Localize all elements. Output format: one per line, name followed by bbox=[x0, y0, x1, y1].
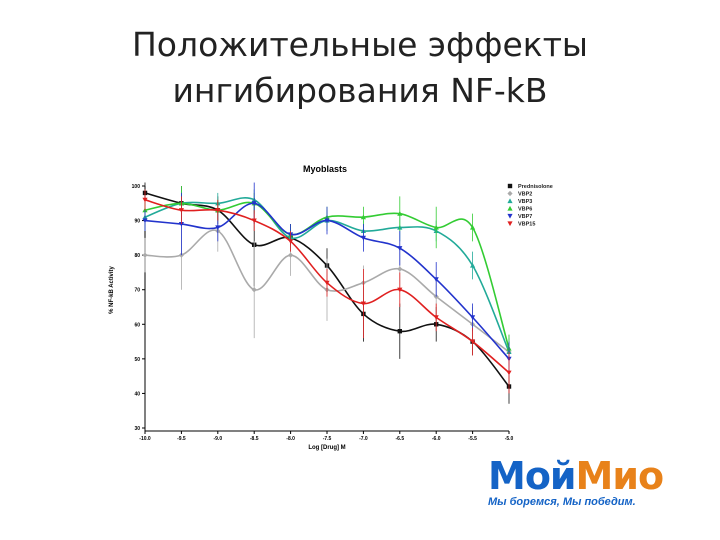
slide-title-line: Положительные эффекты bbox=[131, 25, 588, 64]
legend-marker bbox=[507, 213, 513, 219]
legend-label: Prednisolone bbox=[518, 184, 553, 190]
legend-marker bbox=[507, 221, 513, 227]
data-point bbox=[251, 218, 257, 224]
data-point bbox=[178, 208, 184, 213]
logo-part: Мио bbox=[575, 454, 665, 498]
data-point bbox=[178, 221, 184, 227]
x-tick-label: -7.5 bbox=[323, 436, 332, 442]
legend-label: VBP7 bbox=[518, 214, 532, 220]
y-tick-label: 100 bbox=[132, 184, 141, 190]
y-tick-label: 60 bbox=[134, 322, 140, 328]
x-tick-label: -5.0 bbox=[505, 436, 514, 442]
data-point bbox=[470, 315, 476, 320]
legend-marker bbox=[507, 205, 513, 211]
data-point bbox=[288, 239, 294, 244]
data-point bbox=[506, 370, 512, 376]
data-point bbox=[142, 197, 148, 203]
legend-marker bbox=[507, 190, 513, 197]
logo-part: Мой bbox=[488, 454, 577, 498]
logo: МойМио Мы боремся, Мы победим. bbox=[488, 456, 703, 508]
legend-marker bbox=[507, 198, 513, 204]
legend-label: VBP15 bbox=[518, 222, 535, 228]
data-point bbox=[324, 280, 330, 286]
x-tick-label: -5.5 bbox=[468, 436, 477, 442]
data-point bbox=[360, 301, 366, 307]
data-point bbox=[433, 315, 439, 320]
x-tick-label: -6.0 bbox=[432, 436, 441, 442]
data-point bbox=[397, 329, 402, 334]
data-point bbox=[142, 218, 148, 224]
data-point bbox=[215, 225, 221, 231]
legend-label: VBP6 bbox=[518, 207, 532, 213]
data-point bbox=[360, 235, 366, 241]
y-tick-label: 80 bbox=[134, 253, 140, 259]
legend-label: VBP3 bbox=[518, 199, 532, 205]
y-tick-label: 50 bbox=[134, 357, 140, 363]
legend-label: VBP2 bbox=[518, 192, 532, 198]
data-point bbox=[433, 277, 439, 282]
data-point bbox=[470, 262, 476, 268]
y-axis-label: % NF-kB Activity bbox=[109, 265, 115, 313]
y-tick-label: 40 bbox=[134, 391, 140, 397]
y-tick-label: 30 bbox=[134, 426, 140, 432]
data-point bbox=[360, 214, 366, 220]
data-point bbox=[397, 246, 403, 251]
slide-title: Положительные эффекты ингибирования NF-k… bbox=[0, 22, 720, 114]
data-point bbox=[251, 201, 257, 206]
data-point bbox=[470, 224, 476, 230]
x-tick-label: -9.0 bbox=[213, 436, 222, 442]
y-tick-label: 70 bbox=[134, 288, 140, 294]
logo-slogan: Мы боремся, Мы победим. bbox=[488, 496, 636, 508]
chart-title: Myoblasts bbox=[303, 164, 347, 174]
slide-title-line: ингибирования NF-kB bbox=[172, 71, 548, 110]
data-point bbox=[142, 252, 148, 258]
x-tick-label: -6.5 bbox=[395, 436, 404, 442]
legend-marker bbox=[507, 183, 513, 189]
x-tick-label: -8.5 bbox=[250, 436, 259, 442]
data-point bbox=[397, 266, 403, 272]
data-point bbox=[397, 211, 403, 216]
y-tick-label: 90 bbox=[134, 219, 140, 225]
x-axis-label: Log [Drug] M bbox=[308, 445, 345, 451]
data-point bbox=[288, 252, 294, 258]
data-point bbox=[397, 287, 403, 293]
x-tick-label: -8.0 bbox=[286, 436, 295, 442]
data-point bbox=[251, 287, 257, 293]
data-point bbox=[324, 218, 330, 224]
x-tick-label: -10.0 bbox=[139, 436, 151, 442]
data-point bbox=[215, 208, 221, 213]
data-point bbox=[433, 224, 439, 230]
x-tick-label: -9.5 bbox=[177, 436, 186, 442]
logo-text: МойМио bbox=[488, 456, 703, 496]
data-point bbox=[470, 339, 476, 345]
x-tick-label: -7.0 bbox=[359, 436, 368, 442]
